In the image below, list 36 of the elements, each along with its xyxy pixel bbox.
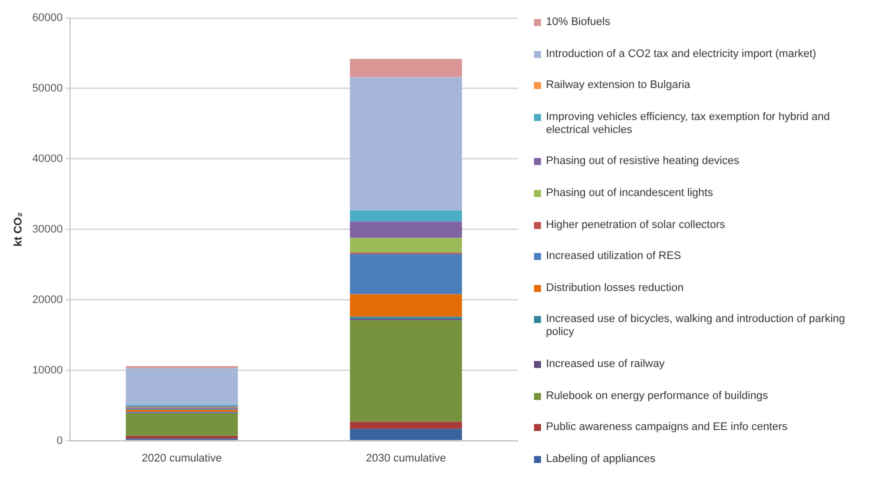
y-tick-label: 0 <box>56 434 63 447</box>
bar <box>350 222 462 238</box>
legend-label: Phasing out of incandescent lights <box>546 187 713 200</box>
y-tick-label: 50000 <box>32 82 63 94</box>
y-tick-label: 40000 <box>32 152 63 165</box>
legend-label: Labeling of appliances <box>546 452 656 466</box>
legend-label: 10% Biofuels <box>546 16 610 29</box>
legend-label: Rulebook on energy performance of buildings <box>546 390 768 403</box>
bar <box>350 254 462 294</box>
y-tick-label: 10000 <box>32 364 63 376</box>
bar <box>350 58 462 78</box>
bar <box>350 422 462 429</box>
legend-label: Distribution losses reduction <box>546 282 684 295</box>
legend-label: Improving vehicles efficiency, tax exemption for hybrid and electrical vehicles <box>546 110 831 137</box>
bar <box>350 238 462 253</box>
legend-label: Phasing out of resistive heating devices <box>546 155 740 168</box>
y-tick-label: 30000 <box>32 223 63 236</box>
bar <box>350 210 462 222</box>
bar <box>126 368 238 405</box>
legend-label: Increased use of railway <box>546 358 665 372</box>
bar <box>350 77 462 210</box>
y-tick-label: 20000 <box>32 294 63 306</box>
x-tick-label: 2030 cumulative <box>366 452 446 464</box>
legend-label: Higher penetration of solar collectors <box>546 218 726 232</box>
legend-label: Railway extension to Bulgaria <box>546 79 690 92</box>
legend-label: Public awareness campaigns and EE info centers <box>546 421 788 434</box>
bar <box>350 294 462 317</box>
bar <box>126 413 238 436</box>
bar <box>350 428 462 440</box>
legend-label: Increased use of bicycles, walking and introduction of parking policy <box>546 313 846 340</box>
x-tick-label: 2020 cumulative <box>142 452 222 464</box>
y-tick-label: 60000 <box>32 12 63 24</box>
legend-label: Introduction of a CO2 tax and electricity import (market) <box>546 48 816 61</box>
y-axis-title: kt CO₂ <box>12 212 25 247</box>
bar <box>350 320 462 422</box>
legend-label: Increased utilization of RES <box>546 250 682 264</box>
